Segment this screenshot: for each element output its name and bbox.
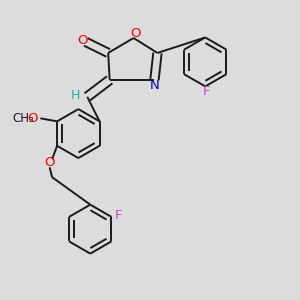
Text: CH₃: CH₃ (12, 112, 34, 125)
Text: O: O (27, 112, 38, 125)
Text: O: O (77, 34, 88, 47)
Text: F: F (202, 85, 210, 98)
Text: N: N (150, 79, 160, 92)
Text: H: H (71, 89, 80, 102)
Text: O: O (130, 27, 141, 40)
Text: F: F (114, 209, 122, 222)
Text: O: O (44, 156, 54, 169)
